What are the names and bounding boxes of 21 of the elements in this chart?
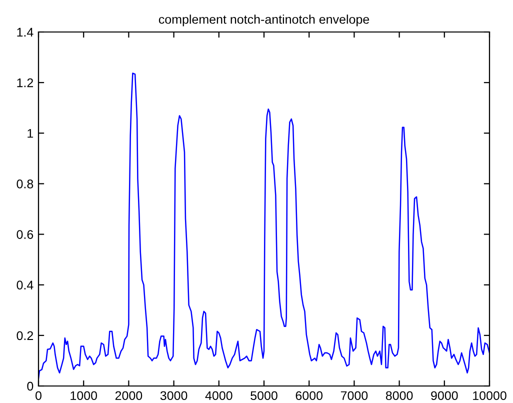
y-tick-label: 1.2 (17, 78, 34, 88)
x-tick-label: 9000 (431, 391, 458, 400)
x-tick-label: 5000 (250, 391, 278, 400)
x-tick-label: 4000 (205, 391, 232, 400)
line-series (38, 72, 490, 380)
x-tick-label: 10000 (473, 391, 506, 400)
y-tick-label: 0.4 (16, 280, 34, 290)
x-tick-label: 3000 (160, 391, 188, 400)
x-tick-label: 7000 (340, 391, 368, 400)
x-tick-label: 0 (36, 391, 42, 400)
x-tick-label: 2000 (115, 391, 142, 400)
x-tick-label: 1000 (70, 391, 98, 400)
chart-title: complement notch-antinotch envelope (158, 14, 370, 26)
y-tick-label: 0.2 (16, 331, 34, 340)
y-tick-label: 0.8 (16, 180, 34, 188)
y-tick-label: 1.4 (17, 28, 34, 37)
x-tick-label: 8000 (386, 391, 413, 400)
y-tick-label: 0.6 (16, 230, 34, 239)
y-tick-label: 1 (28, 129, 34, 138)
x-tick-label: 6000 (296, 391, 323, 400)
y-tick-label: 0 (27, 382, 34, 391)
